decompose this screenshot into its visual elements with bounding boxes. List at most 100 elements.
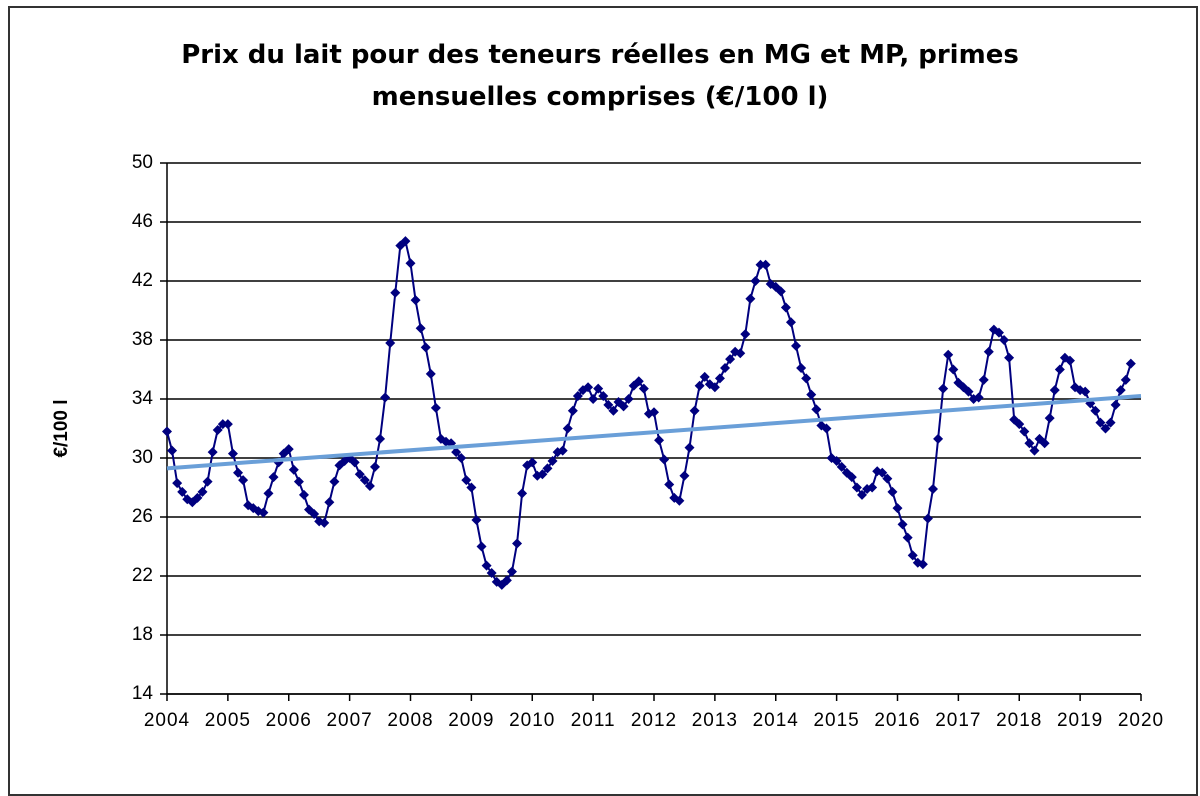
marker: [1004, 352, 1015, 363]
y-tick-label: 18: [132, 624, 153, 645]
marker: [298, 489, 309, 500]
x-tick-label: 2008: [387, 710, 433, 731]
chart: 14 18 22 26 30 34 38 42 46 50 2004 2005 2006 2007 2008…: [51, 152, 1164, 731]
marker: [948, 364, 959, 375]
marker: [293, 476, 304, 487]
marker: [512, 538, 523, 549]
marker: [887, 486, 898, 497]
marker: [1049, 385, 1060, 396]
marker: [638, 383, 649, 394]
y-tick-label: 46: [132, 211, 153, 232]
marker: [349, 457, 360, 468]
marker: [501, 575, 512, 586]
marker: [172, 478, 183, 489]
marker: [983, 346, 994, 357]
marker: [207, 447, 218, 458]
x-tick-label: 2017: [935, 710, 981, 731]
marker: [877, 467, 888, 478]
marker: [811, 404, 822, 415]
marker: [933, 433, 944, 444]
marker: [324, 497, 335, 508]
marker: [938, 383, 949, 394]
marker: [405, 258, 416, 269]
marker: [785, 317, 796, 328]
marker: [547, 455, 558, 466]
x-tick-label: 2011: [571, 710, 616, 731]
marker: [608, 405, 619, 416]
marker: [927, 483, 938, 494]
chart-title: Prix du lait pour des teneurs réelles en…: [181, 40, 1019, 112]
marker: [882, 473, 893, 484]
marker: [831, 455, 842, 466]
marker: [679, 470, 690, 481]
x-tick-label: 2016: [874, 710, 920, 731]
x-tick-label: 2007: [326, 710, 372, 731]
marker: [364, 481, 375, 492]
y-tick-label: 26: [132, 506, 153, 527]
marker: [857, 489, 868, 500]
y-tick-label: 34: [132, 388, 154, 409]
marker: [1115, 385, 1126, 396]
x-tick-label: 2015: [813, 710, 859, 731]
marker: [588, 394, 599, 404]
marker: [623, 394, 634, 404]
y-tick-label: 42: [132, 270, 153, 291]
x-tick-label: 2012: [631, 710, 677, 731]
marker: [1019, 426, 1030, 437]
marker: [943, 349, 954, 360]
marker: [1039, 438, 1050, 449]
marker: [1120, 374, 1131, 385]
marker: [806, 389, 817, 400]
marker: [471, 514, 482, 525]
page: {"chart_data": {"type": "line", "title":…: [8, 6, 1198, 796]
marker: [476, 541, 487, 552]
marker: [567, 405, 578, 416]
marker: [248, 503, 259, 514]
marker: [1064, 355, 1075, 366]
marker: [593, 383, 604, 394]
marker: [1014, 419, 1025, 430]
marker: [745, 293, 756, 304]
x-tick-label: 2005: [205, 710, 251, 731]
marker: [425, 368, 436, 379]
marker: [359, 475, 370, 486]
marker: [649, 407, 659, 418]
marker: [517, 488, 528, 499]
marker: [202, 476, 213, 487]
x-tick-label: 2020: [1118, 710, 1164, 731]
marker: [1125, 358, 1136, 369]
marker: [486, 568, 497, 579]
x-tick-label: 2014: [753, 710, 799, 731]
marker: [309, 509, 320, 520]
x-tick-label: 2018: [996, 710, 1042, 731]
marker: [699, 371, 710, 382]
marker: [167, 445, 178, 456]
y-tick-label: 30: [132, 447, 153, 468]
marker: [735, 348, 746, 359]
marker: [714, 373, 725, 384]
marker: [760, 259, 771, 270]
marker: [709, 382, 720, 393]
marker: [796, 363, 807, 374]
marker: [370, 461, 381, 472]
marker: [659, 454, 670, 465]
trend-line: [166, 394, 1142, 471]
marker: [684, 442, 695, 453]
marker: [973, 392, 984, 403]
y-tick-label: 14: [132, 683, 154, 704]
marker: [694, 380, 705, 391]
marker: [537, 469, 548, 480]
marker: [603, 399, 614, 410]
marker: [1110, 399, 1121, 410]
marker: [907, 550, 918, 561]
marker: [258, 507, 269, 518]
marker: [1090, 405, 1101, 416]
marker: [851, 482, 862, 493]
marker: [978, 374, 989, 385]
marker: [217, 419, 228, 430]
marker: [162, 426, 172, 437]
y-tick-label: 38: [132, 329, 153, 350]
marker: [192, 492, 203, 503]
marker: [461, 475, 472, 486]
marker: [222, 419, 233, 430]
